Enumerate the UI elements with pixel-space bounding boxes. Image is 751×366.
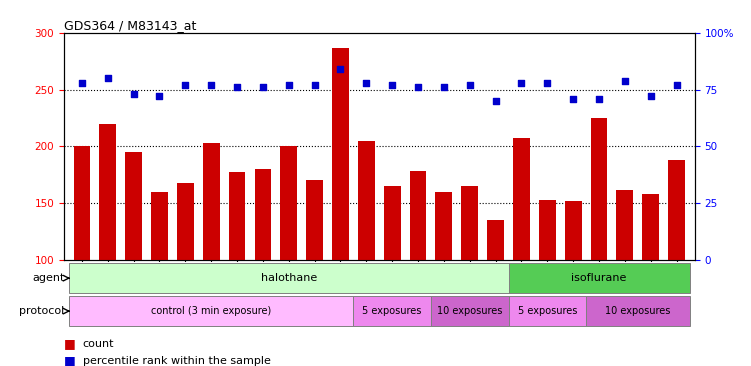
Bar — [668, 160, 685, 260]
Point — [644, 94, 656, 100]
Point — [128, 91, 140, 97]
Bar — [513, 138, 530, 260]
Bar — [69, 263, 508, 293]
Bar — [203, 143, 219, 260]
Bar — [461, 186, 478, 260]
Point — [515, 80, 527, 86]
Bar — [306, 180, 323, 260]
Bar — [69, 296, 354, 326]
Point — [231, 85, 243, 90]
Point — [283, 82, 295, 88]
Text: 5 exposures: 5 exposures — [363, 306, 422, 316]
Bar — [436, 192, 452, 260]
Point — [412, 85, 424, 90]
Text: count: count — [83, 339, 114, 349]
Point — [386, 82, 398, 88]
Point — [490, 98, 502, 104]
Text: control (3 min exposure): control (3 min exposure) — [151, 306, 271, 316]
Point — [619, 78, 631, 83]
Point — [334, 66, 346, 72]
Bar — [539, 200, 556, 260]
Point — [102, 75, 114, 81]
Bar — [74, 146, 90, 260]
Bar — [565, 201, 581, 260]
Bar — [508, 296, 586, 326]
Point — [593, 96, 605, 102]
Point — [76, 80, 88, 86]
Text: GDS364 / M83143_at: GDS364 / M83143_at — [64, 19, 196, 32]
Bar — [177, 183, 194, 260]
Bar — [586, 296, 689, 326]
Point — [438, 85, 450, 90]
Bar — [617, 190, 633, 260]
Text: 5 exposures: 5 exposures — [517, 306, 577, 316]
Point — [671, 82, 683, 88]
Bar — [642, 194, 659, 260]
Text: protocol: protocol — [19, 306, 65, 316]
Point — [541, 80, 553, 86]
Bar — [508, 263, 689, 293]
Bar — [332, 48, 349, 260]
Text: agent: agent — [32, 273, 65, 283]
Bar — [384, 186, 400, 260]
Point — [153, 94, 165, 100]
Bar — [431, 296, 508, 326]
Point — [360, 80, 372, 86]
Point — [205, 82, 217, 88]
Point — [179, 82, 192, 88]
Text: percentile rank within the sample: percentile rank within the sample — [83, 355, 270, 366]
Bar — [409, 171, 427, 260]
Bar — [280, 146, 297, 260]
Bar — [487, 220, 504, 260]
Text: 10 exposures: 10 exposures — [437, 306, 502, 316]
Point — [463, 82, 475, 88]
Text: ■: ■ — [64, 354, 80, 366]
Text: isoflurane: isoflurane — [572, 273, 626, 283]
Bar — [590, 118, 608, 260]
Point — [309, 82, 321, 88]
Point — [567, 96, 579, 102]
Bar — [125, 152, 142, 260]
Text: halothane: halothane — [261, 273, 317, 283]
Bar — [358, 141, 375, 260]
Text: ■: ■ — [64, 337, 80, 351]
Bar — [228, 172, 246, 260]
Bar — [99, 124, 116, 260]
Bar — [354, 296, 431, 326]
Bar — [255, 169, 271, 260]
Point — [257, 85, 269, 90]
Text: 10 exposures: 10 exposures — [605, 306, 671, 316]
Bar — [151, 192, 168, 260]
